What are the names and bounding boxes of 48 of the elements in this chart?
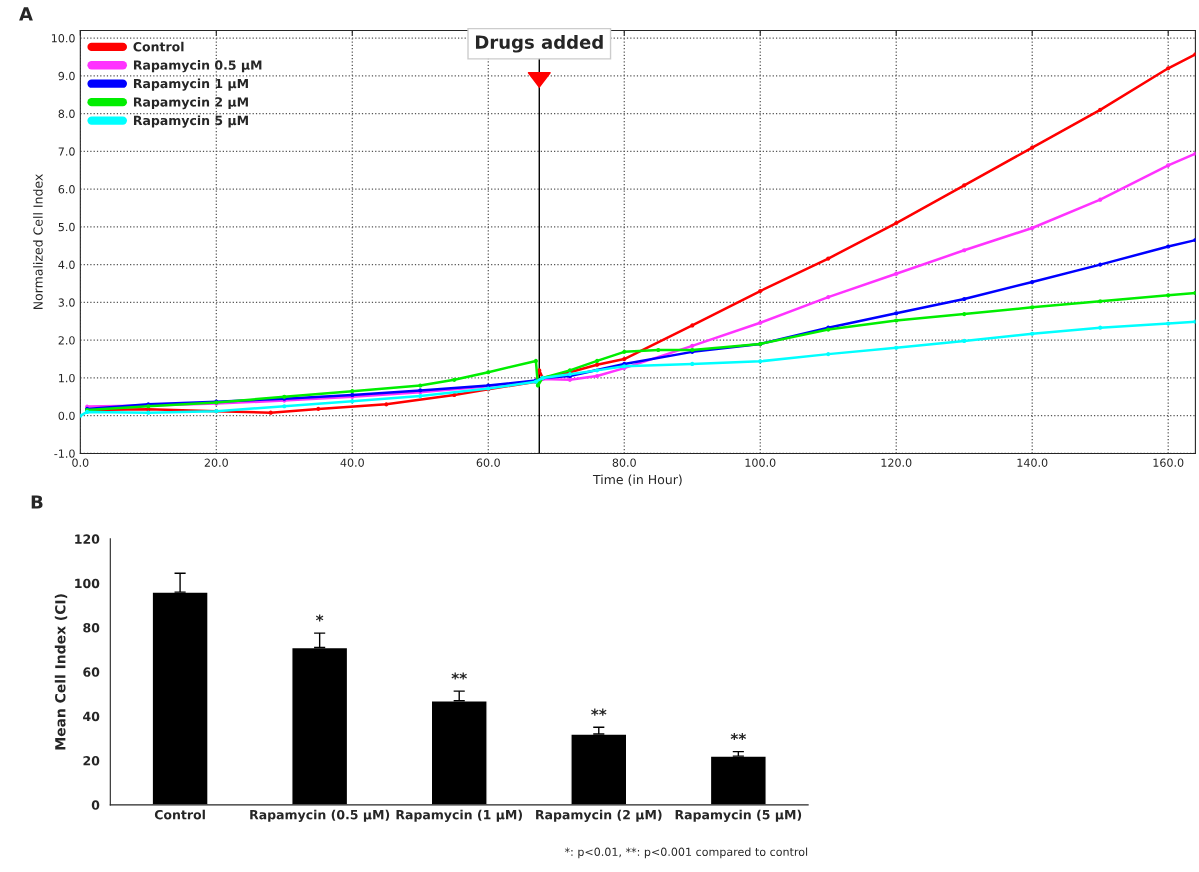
y-tick-label: 0.0: [58, 411, 75, 421]
y-axis-title: Normalized Cell Index: [33, 174, 43, 310]
y-tick-label: 8.0: [58, 109, 75, 118]
ref-line-label: Drugs added: [475, 34, 603, 53]
y-axis-title: Mean Cell Index (CI): [54, 594, 68, 750]
y-tick-label: 7.0: [58, 147, 75, 156]
y-tick-label: -1.0: [54, 449, 75, 458]
x-tick-label: 80.0: [612, 458, 636, 467]
x-tick-label: Rapamycin (0.5 µM): [250, 809, 390, 822]
x-tick-label: 40.0: [340, 458, 364, 467]
y-tick-label: 5.0: [58, 222, 75, 232]
y-tick-label: 0: [91, 800, 100, 810]
x-tick-label: 60.0: [476, 458, 500, 467]
y-tick-label: 120: [75, 534, 100, 544]
x-tick-label: 20.0: [204, 458, 228, 467]
y-tick-label: 10.0: [51, 34, 75, 43]
annotation: **: [451, 672, 467, 680]
legend-label: Rapamycin 2 µM: [133, 97, 248, 110]
x-tick-label: 140.0: [1017, 458, 1048, 467]
y-tick-label: 20: [83, 756, 100, 766]
x-tick-label: Rapamycin (5 µM): [675, 809, 802, 822]
annotation: **: [730, 732, 747, 741]
y-tick-label: 4.0: [58, 260, 75, 270]
legend-label: Rapamycin 1 µM: [133, 78, 248, 91]
text: A: [19, 7, 33, 21]
x-tick-label: 120.0: [881, 458, 912, 467]
x-tick-label: 160.0: [1153, 458, 1184, 467]
x-tick-label: 100.0: [745, 458, 776, 467]
legend-label: Rapamycin 0.5 µM: [133, 60, 262, 73]
annotation: *: [315, 614, 324, 622]
y-tick-label: 100: [75, 578, 100, 589]
x-axis-title: Time (in Hour): [592, 474, 682, 486]
x-tick-label: Control: [154, 809, 205, 820]
y-tick-label: 3.0: [58, 298, 75, 307]
y-tick-label: 6.0: [58, 185, 75, 194]
legend-label: Rapamycin 5 µM: [133, 115, 248, 128]
y-tick-label: 40: [83, 711, 100, 722]
x-tick-label: Rapamycin (1 µM): [396, 809, 522, 822]
annotation: **: [591, 708, 607, 716]
legend-label: Control: [133, 41, 184, 52]
y-tick-label: 9.0: [58, 71, 75, 81]
text: B: [31, 495, 43, 509]
text: *: p<0.01, **: p<0.001 compared to control: [564, 847, 808, 859]
y-tick-label: 80: [83, 623, 100, 633]
x-tick-label: Rapamycin (2 µM): [536, 809, 662, 822]
y-tick-label: 60: [83, 667, 100, 677]
y-tick-label: 2.0: [58, 336, 75, 345]
y-tick-label: 1.0: [59, 373, 75, 383]
